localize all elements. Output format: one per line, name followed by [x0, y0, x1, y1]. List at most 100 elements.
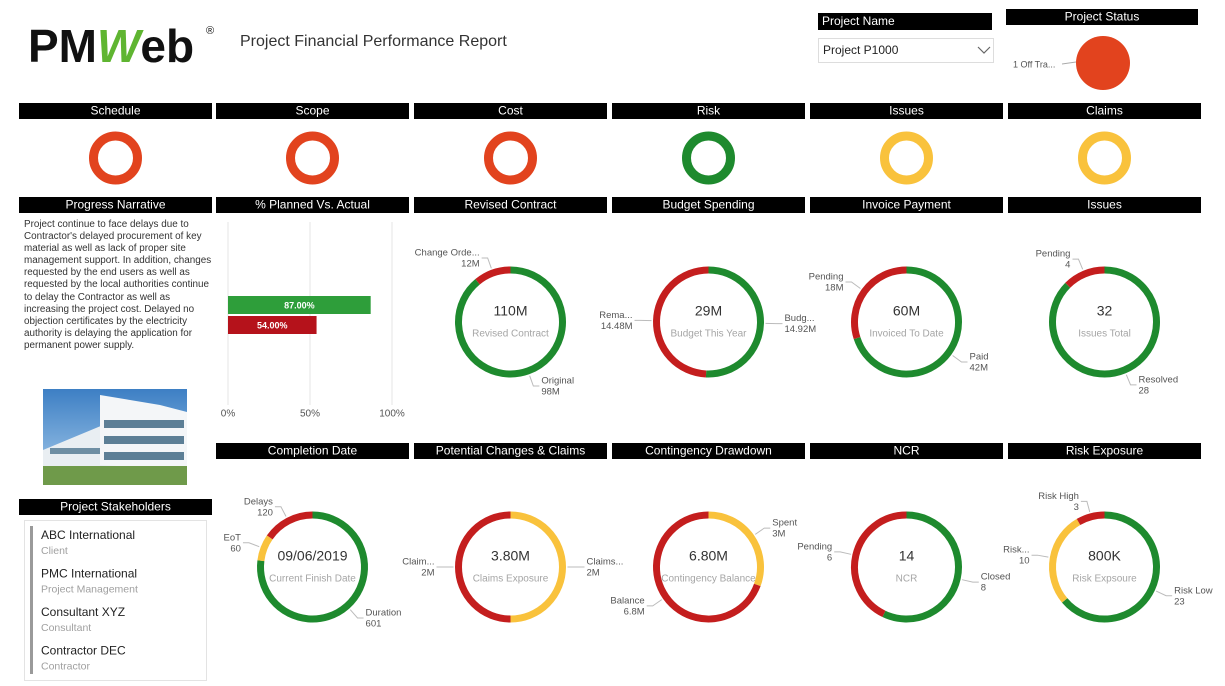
- donut-segment: [882, 511, 962, 623]
- x-tick-label: 100%: [379, 409, 405, 420]
- status-ring: [484, 131, 537, 185]
- segment-value: 2M: [421, 568, 434, 579]
- stakeholder-name: PMC International: [41, 567, 137, 581]
- status-ring: [286, 131, 339, 185]
- bar-value-label: 54.00%: [257, 320, 288, 330]
- panel-title: Contingency Drawdown: [645, 444, 772, 458]
- segment-value: 601: [366, 618, 382, 629]
- segment-value: 98M: [541, 387, 560, 398]
- panel-header: [19, 197, 212, 213]
- panel-title: Project Status: [1065, 10, 1140, 24]
- segment-label: Balance: [610, 595, 644, 606]
- donut-segment: [510, 511, 566, 623]
- donut-segment: [455, 266, 566, 378]
- segment-label: Pending: [809, 272, 844, 283]
- center-label: Risk Expsoure: [1072, 574, 1137, 585]
- dropdown[interactable]: [818, 38, 994, 63]
- leader-line: [349, 609, 364, 619]
- segment-value: 12M: [461, 258, 480, 269]
- panel-header: [19, 499, 212, 515]
- stakeholder-role: Project Management: [41, 583, 138, 595]
- panel-header: [414, 443, 607, 459]
- panel-title: Completion Date: [268, 444, 358, 458]
- segment-label: Pending: [1036, 249, 1071, 260]
- panel-title: Budget Spending: [662, 198, 754, 212]
- segment-label: Change Orde...: [415, 247, 480, 258]
- registered-mark: ®: [206, 25, 214, 37]
- bar: [228, 296, 371, 314]
- status-ring: [682, 131, 735, 185]
- donut-segment: [475, 266, 511, 285]
- donut-segment: [266, 511, 313, 540]
- panel-title: Risk: [697, 104, 721, 118]
- leader-line: [961, 579, 979, 583]
- segment-value: 28: [1139, 385, 1150, 396]
- segment-label: Duration: [366, 607, 402, 618]
- stakeholder-role: Client: [41, 545, 68, 557]
- donut-segment: [455, 511, 511, 623]
- center-value: 3.80M: [491, 548, 530, 564]
- center-value: 110M: [494, 303, 528, 319]
- x-tick-label: 50%: [300, 409, 320, 420]
- segment-value: 10: [1019, 556, 1030, 567]
- slicer-label: Project Name: [822, 14, 895, 28]
- panel-header: [1008, 103, 1201, 119]
- segment-label: Closed: [981, 572, 1011, 583]
- donut-segment: [1049, 266, 1160, 378]
- panel-header: [414, 197, 607, 213]
- leader-line: [529, 375, 540, 387]
- donut-segment: [851, 511, 907, 618]
- center-label: Contingency Balance: [661, 574, 756, 585]
- segment-value: 8: [981, 583, 986, 594]
- status-ring: [89, 131, 142, 185]
- segment-label: Paid: [970, 351, 989, 362]
- leader-line: [1125, 374, 1137, 386]
- report-title: Project Financial Performance Report: [240, 33, 507, 50]
- center-label: Revised Contract: [472, 329, 549, 340]
- center-value: 800K: [1088, 548, 1121, 564]
- panel-header: [810, 197, 1003, 213]
- segment-label: EoT: [224, 532, 242, 543]
- center-label: Issues Total: [1078, 329, 1131, 340]
- segment-value: 6.8M: [624, 606, 645, 617]
- segment-value: 6: [827, 552, 832, 563]
- leader-line: [1080, 500, 1091, 513]
- center-label: Current Finish Date: [269, 574, 356, 585]
- segment-value: 4: [1065, 260, 1070, 271]
- leader-line: [834, 551, 852, 555]
- leader-line: [845, 281, 861, 289]
- dropdown-chevron[interactable]: [977, 46, 991, 54]
- leader-line: [481, 257, 492, 269]
- status-ring: [880, 131, 933, 185]
- panel-header: [612, 443, 805, 459]
- bar: [228, 316, 317, 334]
- stakeholders-bar: [30, 526, 33, 674]
- leader-line: [1031, 554, 1049, 558]
- segment-label: Delays: [244, 496, 273, 507]
- center-label: Invoiced To Date: [869, 329, 944, 340]
- center-label: NCR: [896, 574, 918, 585]
- segment-value: 60: [230, 543, 241, 554]
- panel-title: Scope: [295, 104, 329, 118]
- dropdown-value[interactable]: Project P1000: [823, 43, 899, 57]
- logo-text: eb: [140, 20, 194, 72]
- slicer-header: [818, 13, 992, 30]
- panel-title: Schedule: [90, 104, 140, 118]
- stakeholder-role: Contractor: [41, 660, 91, 672]
- panel-header: [1008, 197, 1201, 213]
- segment-label: Original: [541, 376, 574, 387]
- center-label: Claims Exposure: [473, 574, 549, 585]
- stakeholder-name: Contractor DEC: [41, 644, 126, 658]
- panel-title: Cost: [498, 104, 523, 118]
- panel-title: NCR: [894, 444, 920, 458]
- panel-title: Issues: [1087, 198, 1122, 212]
- panel-title: % Planned Vs. Actual: [255, 198, 370, 212]
- panel-header: [1006, 9, 1198, 25]
- segment-value: 18M: [825, 283, 844, 294]
- panel-header: [216, 443, 409, 459]
- leader-line: [1061, 61, 1077, 65]
- donut-segment: [705, 266, 764, 378]
- logo-mark: W: [97, 20, 144, 72]
- status-circle: [1076, 36, 1130, 90]
- segment-label: Spent: [772, 518, 797, 529]
